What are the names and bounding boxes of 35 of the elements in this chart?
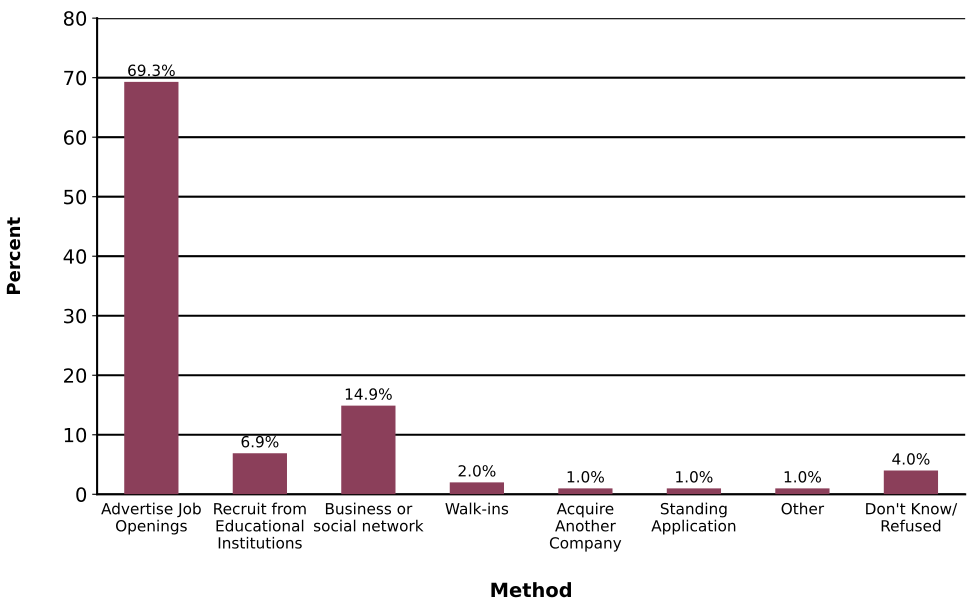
x-tick-label: Business or social network — [314, 502, 424, 532]
bar — [775, 488, 830, 494]
x-tick-label: Don't Know/ Refused — [866, 503, 958, 532]
bar — [558, 488, 613, 494]
data-label: 1.0% — [784, 471, 821, 483]
bar — [884, 470, 938, 494]
data-label: 2.0% — [458, 465, 496, 477]
data-label: 69.3% — [128, 64, 175, 76]
y-tick-label: 80 — [64, 11, 86, 26]
data-label: 1.0% — [676, 471, 712, 483]
x-tick-label: Standing Application — [651, 502, 736, 535]
data-label: 6.9% — [242, 436, 278, 448]
y-axis-title: Percent — [6, 217, 20, 294]
bar — [666, 488, 722, 494]
data-label: 1.0% — [568, 471, 604, 483]
y-tick-label: 0 — [76, 487, 86, 502]
y-tick-label: 30 — [64, 308, 86, 324]
bar — [341, 406, 396, 494]
y-tick-label: 20 — [64, 368, 86, 383]
y-tick-label: 50 — [64, 190, 86, 204]
x-tick-label: Other — [782, 502, 824, 514]
y-tick-label: 40 — [64, 249, 86, 264]
y-tick-label: 10 — [64, 428, 86, 442]
x-tick-label: Walk-ins — [445, 502, 508, 514]
y-tick-label: 60 — [64, 130, 86, 145]
data-label: 14.9% — [346, 388, 392, 400]
bar — [124, 82, 178, 494]
x-axis-title: Method — [491, 582, 571, 598]
bar — [450, 482, 504, 494]
x-tick-label: Acquire Another Company — [550, 502, 622, 552]
x-tick-label: Recruit from Educational Institutions — [214, 502, 306, 549]
x-tick-label: Advertise Job Openings — [101, 502, 201, 535]
bar — [232, 453, 287, 494]
y-tick-label: 70 — [64, 70, 86, 86]
data-label: 4.0% — [892, 453, 930, 465]
